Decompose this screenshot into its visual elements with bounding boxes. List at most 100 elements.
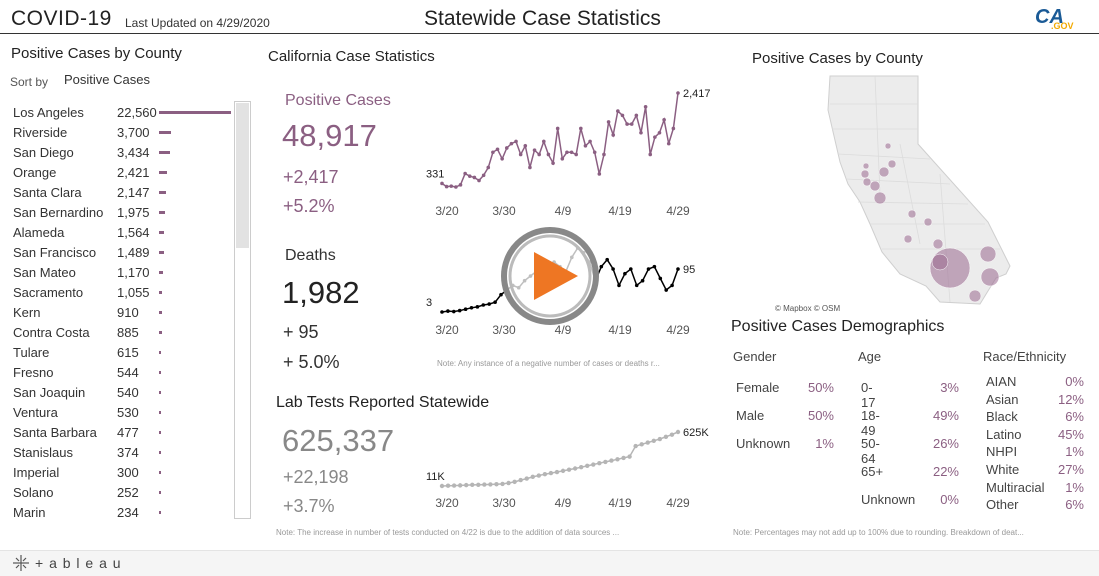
data-point: [572, 466, 578, 471]
county-row[interactable]: Fresno 544: [13, 362, 161, 382]
county-bar[interactable]: [159, 211, 166, 214]
county-name: Alameda: [13, 224, 65, 240]
map-panel-title: Positive Cases by County: [752, 50, 923, 67]
county-row[interactable]: San Joaquin 540: [13, 382, 161, 402]
county-bar[interactable]: [159, 251, 164, 254]
county-row[interactable]: Ventura 530: [13, 402, 161, 422]
county-name: San Bernardino: [13, 204, 104, 220]
county-cases: 22,560: [117, 104, 157, 120]
county-bar[interactable]: [159, 291, 163, 294]
county-bar[interactable]: [159, 131, 171, 134]
data-point: [537, 152, 541, 157]
data-point: [463, 307, 468, 311]
data-point: [440, 310, 444, 314]
data-point: [653, 135, 657, 139]
county-row[interactable]: Solano 252: [13, 482, 161, 502]
county-row[interactable]: San Bernardino 1,975: [13, 202, 166, 222]
data-point: [548, 470, 554, 476]
data-point: [506, 480, 511, 486]
data-point: [643, 104, 648, 109]
county-row[interactable]: San Mateo 1,170: [13, 262, 163, 282]
county-row[interactable]: Los Angeles 22,560: [13, 102, 231, 122]
county-bar[interactable]: [159, 371, 161, 374]
county-bar[interactable]: [159, 411, 161, 414]
data-point: [493, 300, 497, 304]
county-row[interactable]: Marin 234: [13, 502, 161, 522]
county-bar[interactable]: [159, 351, 161, 354]
data-point: [603, 459, 608, 465]
county-bar[interactable]: [159, 471, 161, 474]
county-row[interactable]: Orange 2,421: [13, 162, 167, 182]
x-tick-label: 4/29: [666, 204, 690, 218]
data-point: [524, 476, 529, 481]
demo-label: Male: [736, 408, 765, 423]
county-bar[interactable]: [159, 171, 167, 174]
county-bar[interactable]: [159, 511, 161, 514]
county-name: Stanislaus: [13, 444, 73, 460]
video-play-button[interactable]: [500, 226, 600, 326]
county-bar[interactable]: [159, 451, 161, 454]
california-map[interactable]: [820, 74, 1030, 314]
county-bar[interactable]: [159, 431, 161, 434]
county-bar[interactable]: [159, 491, 161, 494]
county-row[interactable]: Riverside 3,700: [13, 122, 171, 142]
county-bar[interactable]: [159, 111, 231, 114]
data-point: [494, 482, 499, 487]
county-row[interactable]: San Francisco 1,489: [13, 242, 164, 262]
county-row[interactable]: San Diego 3,434: [13, 142, 170, 162]
positive-cases-pct: +5.2%: [283, 196, 335, 216]
tableau-icon: [13, 555, 29, 571]
county-bar[interactable]: [159, 271, 163, 274]
county-row[interactable]: Santa Clara 2,147: [13, 182, 166, 202]
deaths-chart[interactable]: 3 95 3/20 3/30 4/9 4/19 4/29: [420, 240, 720, 340]
lab-tests-chart[interactable]: 11K 625K 3/20 3/30 4/9 4/19 4/29: [420, 420, 720, 515]
data-point: [621, 455, 626, 461]
positive-cases-chart[interactable]: 331 2,417 3/20 3/30 4/9 4/19 4/29: [420, 85, 720, 220]
demo-percent: 22%: [932, 464, 959, 479]
demo-label: Unknown: [861, 492, 916, 507]
data-point: [658, 276, 663, 281]
county-bar[interactable]: [159, 331, 162, 334]
data-point: [464, 482, 469, 488]
county-cases: 3,700: [117, 124, 150, 140]
data-point: [625, 122, 629, 126]
data-point: [616, 109, 620, 113]
data-point: [542, 139, 546, 144]
county-row[interactable]: Imperial 300: [13, 462, 161, 482]
data-point: [509, 141, 514, 146]
county-bar[interactable]: [159, 191, 166, 194]
data-point: [440, 181, 444, 186]
data-point: [481, 303, 486, 307]
scrollbar-thumb[interactable]: [236, 103, 249, 248]
county-bar[interactable]: [159, 391, 161, 394]
county-list[interactable]: Los Angeles 22,560 Riverside 3,700 San Diego…: [0, 0, 235, 576]
county-bar[interactable]: [159, 151, 170, 154]
data-point: [518, 152, 523, 157]
county-list-scrollbar[interactable]: [234, 101, 251, 519]
county-cases: 1,055: [117, 284, 150, 300]
county-row[interactable]: Tulare 615: [13, 342, 161, 362]
county-row[interactable]: Contra Costa 885: [13, 322, 162, 342]
county-cases: 615: [117, 344, 139, 360]
data-point: [599, 264, 604, 269]
data-point: [477, 178, 481, 183]
county-row[interactable]: Sacramento 1,055: [13, 282, 163, 302]
county-name: San Joaquin: [13, 384, 86, 400]
demo-label: Latino: [986, 426, 1022, 442]
data-point: [472, 175, 477, 180]
data-point: [488, 482, 493, 487]
data-point: [648, 152, 653, 157]
ca-gov-logo[interactable]: CA .GOV: [1033, 3, 1075, 31]
county-row[interactable]: Alameda 1,564: [13, 222, 164, 242]
county-row[interactable]: Kern 910: [13, 302, 162, 322]
county-name: Sacramento: [13, 284, 84, 300]
county-bar[interactable]: [159, 311, 162, 314]
county-row[interactable]: Stanislaus 374: [13, 442, 161, 462]
data-point: [669, 432, 675, 437]
sort-by-select[interactable]: Positive Cases: [64, 72, 150, 87]
tableau-logo[interactable]: + a b l e a u: [12, 554, 122, 572]
lab-change: +22,198: [283, 467, 349, 487]
county-row[interactable]: Santa Barbara 477: [13, 422, 161, 442]
county-bar[interactable]: [159, 231, 164, 234]
map-attribution[interactable]: © Mapbox © OSM: [775, 304, 841, 313]
